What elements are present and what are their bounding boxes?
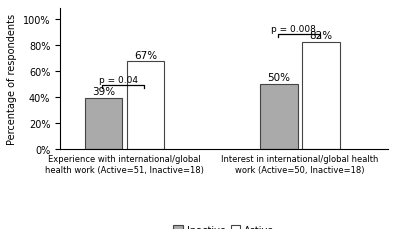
- Bar: [302, 43, 340, 149]
- Bar: [260, 84, 298, 149]
- Text: 67%: 67%: [134, 51, 157, 61]
- Text: p = 0.04: p = 0.04: [99, 75, 138, 84]
- Text: 39%: 39%: [92, 87, 115, 97]
- Bar: [127, 62, 164, 149]
- Text: 82%: 82%: [310, 31, 333, 41]
- Y-axis label: Percentage of respondents: Percentage of respondents: [7, 14, 17, 144]
- Text: 50%: 50%: [268, 73, 290, 83]
- Bar: [85, 98, 122, 149]
- Text: p = 0.008: p = 0.008: [271, 25, 316, 34]
- Legend: Inactive, Active: Inactive, Active: [170, 221, 278, 229]
